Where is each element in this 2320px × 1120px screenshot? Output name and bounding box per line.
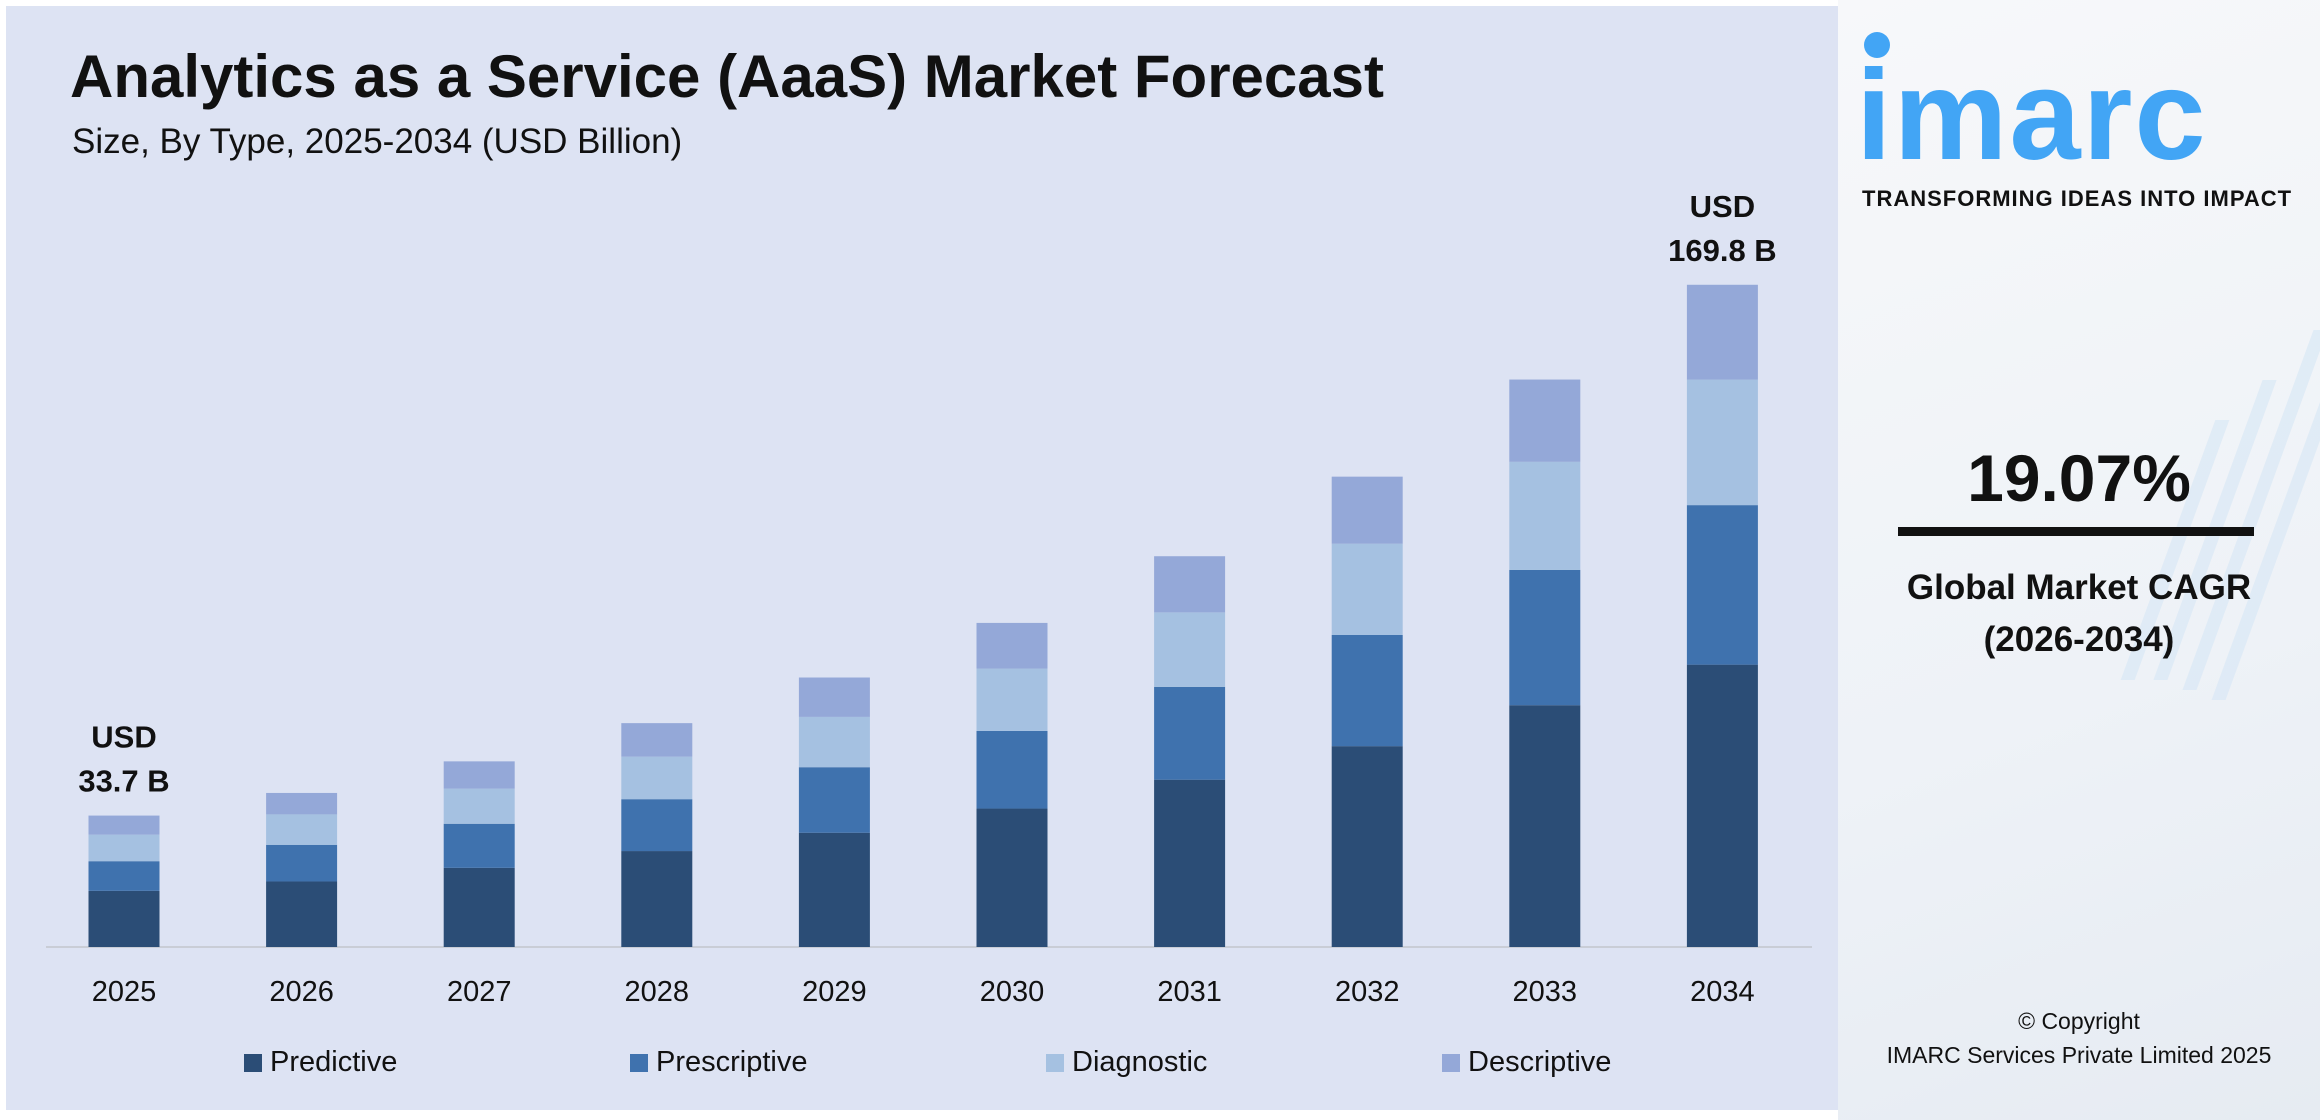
legend-swatch (1046, 1053, 1064, 1072)
bar-segment-diagnostic-2027 (443, 788, 515, 824)
legend-swatch (630, 1053, 648, 1072)
bar-segment-predictive-2026 (266, 881, 338, 947)
bar-segment-predictive-2027 (443, 867, 515, 947)
bar-segment-prescriptive-2027 (443, 823, 515, 868)
bar-segment-diagnostic-2030 (976, 668, 1048, 731)
bar-segment-predictive-2028 (621, 851, 693, 947)
cagr-divider (1898, 527, 2254, 536)
cagr-label: Global Market CAGR (2026-2034) (1838, 562, 2320, 666)
bar-segment-predictive-2030 (976, 808, 1048, 947)
bar-segment-diagnostic-2031 (1154, 612, 1226, 687)
legend-item-descriptive: Descriptive (1442, 1046, 1611, 1079)
bar-segment-diagnostic-2033 (1509, 461, 1581, 570)
legend-item-predictive: Predictive (244, 1046, 397, 1079)
chart-title: Analytics as a Service (AaaS) Market For… (70, 43, 1384, 110)
bar-segment-descriptive-2030 (976, 622, 1048, 669)
x-tick-label: 2032 (1335, 976, 1400, 1008)
bar-segment-prescriptive-2028 (621, 799, 693, 852)
bar-segment-descriptive-2031 (1154, 556, 1226, 613)
brand-tagline: TRANSFORMING IDEAS INTO IMPACT (1862, 186, 2293, 211)
legend-label: Descriptive (1468, 1046, 1612, 1078)
bar-segment-predictive-2033 (1509, 705, 1581, 947)
bar-segment-prescriptive-2025 (88, 861, 160, 891)
bar-segment-prescriptive-2032 (1331, 635, 1403, 747)
total-label-value: 33.7 B (78, 764, 169, 799)
legend-item-diagnostic: Diagnostic (1046, 1046, 1207, 1079)
bar-segment-predictive-2031 (1154, 779, 1226, 947)
legend-swatch (244, 1053, 262, 1072)
copyright-line1: © Copyright (2018, 1008, 2140, 1034)
bar-segment-descriptive-2027 (443, 761, 515, 789)
copyright: © Copyright IMARC Services Private Limit… (1838, 1004, 2320, 1072)
bar-segment-diagnostic-2032 (1331, 543, 1403, 635)
bar-segment-descriptive-2032 (1331, 476, 1403, 544)
x-tick-label: 2031 (1157, 976, 1222, 1008)
total-label-currency: USD (91, 720, 156, 755)
bar-segment-predictive-2032 (1331, 746, 1403, 947)
legend-label: Prescriptive (656, 1046, 808, 1078)
bar-segment-descriptive-2028 (621, 723, 693, 757)
logo-dot (1864, 32, 1890, 58)
total-label-value: 169.8 B (1668, 233, 1777, 268)
bar-segment-prescriptive-2031 (1154, 686, 1226, 780)
total-label-currency: USD (1690, 189, 1755, 224)
cagr-label-line2: (2026-2034) (1983, 620, 2175, 659)
bar-segment-diagnostic-2028 (621, 756, 693, 800)
x-tick-label: 2034 (1690, 976, 1755, 1008)
x-tick-label: 2033 (1513, 976, 1578, 1008)
bar-segment-diagnostic-2026 (266, 814, 338, 845)
copyright-line2: IMARC Services Private Limited 2025 (1886, 1042, 2272, 1068)
bar-segment-diagnostic-2025 (88, 834, 160, 862)
bar-segment-prescriptive-2034 (1686, 505, 1758, 665)
x-tick-label: 2025 (92, 976, 157, 1008)
imarc-logo: imarc (1856, 44, 2208, 187)
bar-segment-prescriptive-2030 (976, 730, 1048, 809)
legend-label: Diagnostic (1072, 1046, 1208, 1078)
bar-segment-prescriptive-2033 (1509, 569, 1581, 706)
bar-segment-diagnostic-2034 (1686, 379, 1758, 506)
stacked-bar-chart: 2025 2026 2027 2028 2029 2030 2031 2032 2033 2034… (46, 189, 1812, 1008)
x-tick-label: 2026 (269, 976, 334, 1008)
bar-segment-diagnostic-2029 (798, 716, 870, 768)
x-tick-label: 2027 (447, 976, 512, 1008)
legend-swatch (1442, 1053, 1460, 1072)
chart-panel: Analytics as a Service (AaaS) Market For… (6, 6, 1838, 1110)
info-panel: imarc TRANSFORMING IDEAS INTO IMPACT 19.… (1838, 0, 2320, 1120)
bar-segment-predictive-2025 (88, 890, 160, 947)
x-tick-label: 2029 (802, 976, 867, 1008)
cagr-value: 19.07% (1967, 441, 2191, 515)
x-tick-label: 2030 (980, 976, 1045, 1008)
bar-segment-descriptive-2034 (1686, 284, 1758, 380)
bar-segment-descriptive-2025 (88, 815, 160, 835)
bar-segment-descriptive-2026 (266, 792, 338, 815)
bar-segment-descriptive-2033 (1509, 379, 1581, 462)
legend-label: Predictive (270, 1046, 398, 1078)
chart-subtitle: Size, By Type, 2025-2034 (USD Billion) (72, 122, 683, 161)
bar-segment-prescriptive-2026 (266, 844, 338, 882)
bar-segment-predictive-2034 (1686, 664, 1758, 947)
cagr-label-line1: Global Market CAGR (1906, 568, 2252, 607)
x-tick-label: 2028 (625, 976, 690, 1008)
bar-segment-prescriptive-2029 (798, 767, 870, 833)
legend-item-prescriptive: Prescriptive (630, 1046, 808, 1079)
bar-segment-predictive-2029 (798, 832, 870, 947)
bar-segment-descriptive-2029 (798, 677, 870, 717)
